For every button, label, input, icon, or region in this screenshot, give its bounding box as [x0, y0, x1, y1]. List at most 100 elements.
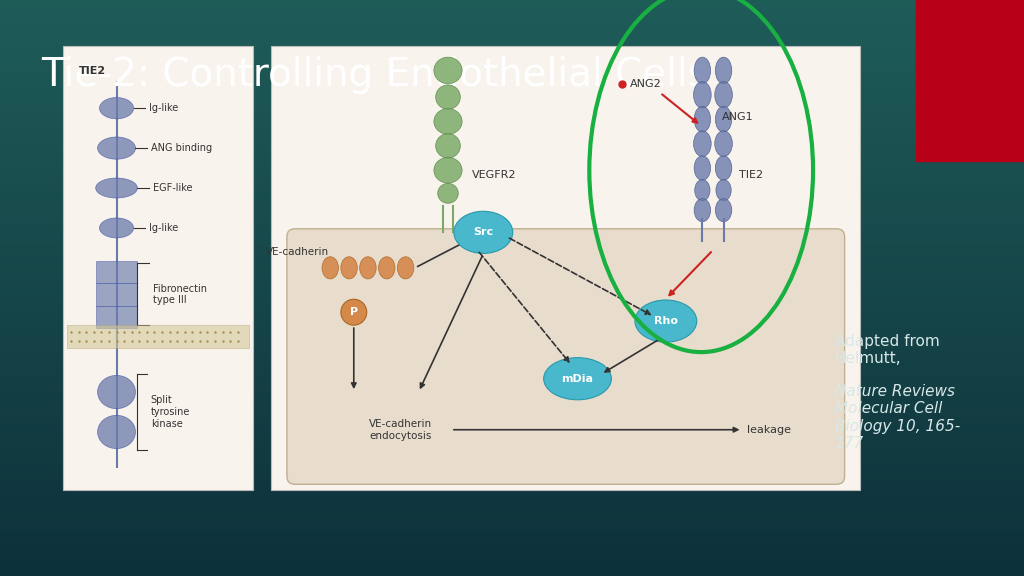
Bar	[0, 101, 1024, 104]
Bar	[0, 153, 1024, 156]
Bar	[0, 311, 1024, 314]
Bar	[0, 300, 1024, 302]
Text: Src: Src	[473, 228, 494, 237]
Text: Split
tyrosine
kinase: Split tyrosine kinase	[151, 395, 190, 429]
Bar	[0, 340, 1024, 343]
Bar	[0, 265, 1024, 268]
Bar	[0, 98, 1024, 101]
Ellipse shape	[694, 156, 711, 180]
Bar	[0, 170, 1024, 173]
Text: VE-cadherin: VE-cadherin	[265, 247, 329, 257]
Bar	[0, 259, 1024, 262]
Ellipse shape	[694, 199, 711, 222]
Bar	[0, 562, 1024, 564]
Bar	[0, 383, 1024, 386]
Ellipse shape	[716, 57, 732, 84]
Ellipse shape	[95, 178, 137, 198]
Bar	[0, 541, 1024, 544]
Bar	[0, 176, 1024, 179]
Bar	[0, 539, 1024, 541]
Ellipse shape	[434, 157, 462, 183]
Bar	[0, 415, 1024, 418]
Bar	[0, 536, 1024, 539]
Bar	[0, 147, 1024, 150]
Bar	[0, 403, 1024, 406]
Text: Adapted from
Helmutt,: Adapted from Helmutt,	[835, 334, 939, 366]
Text: Fibronectin
type III: Fibronectin type III	[153, 283, 207, 305]
Bar	[0, 556, 1024, 559]
Bar	[0, 17, 1024, 20]
Bar	[0, 0, 1024, 3]
Bar	[0, 527, 1024, 530]
Bar	[0, 121, 1024, 124]
Bar	[0, 323, 1024, 325]
Bar	[0, 294, 1024, 297]
Bar	[0, 196, 1024, 199]
Bar	[0, 302, 1024, 305]
Bar	[0, 320, 1024, 323]
Bar	[0, 564, 1024, 567]
Bar	[0, 95, 1024, 98]
Bar	[0, 276, 1024, 279]
Bar	[0, 446, 1024, 449]
Bar	[0, 173, 1024, 176]
Bar	[0, 452, 1024, 455]
Bar	[0, 432, 1024, 435]
Bar	[0, 438, 1024, 441]
Bar	[0, 66, 1024, 69]
Bar	[0, 504, 1024, 507]
Bar	[0, 144, 1024, 147]
Text: Ig-like: Ig-like	[148, 223, 178, 233]
Ellipse shape	[434, 57, 462, 84]
Ellipse shape	[397, 257, 414, 279]
Bar	[0, 199, 1024, 202]
Bar	[0, 63, 1024, 66]
Bar	[0, 567, 1024, 570]
FancyBboxPatch shape	[287, 229, 845, 484]
Bar	[0, 245, 1024, 248]
Bar	[63, 46, 253, 490]
Bar	[0, 216, 1024, 219]
Text: mDia: mDia	[561, 374, 594, 384]
Text: Tie-2: Controlling Endothelial Cells: Tie-2: Controlling Endothelial Cells	[41, 56, 708, 94]
Bar	[0, 533, 1024, 536]
Bar	[0, 400, 1024, 403]
Bar	[0, 271, 1024, 274]
Bar	[0, 550, 1024, 553]
Ellipse shape	[99, 218, 133, 238]
Bar	[0, 40, 1024, 43]
Bar	[0, 418, 1024, 420]
Bar	[0, 475, 1024, 478]
Bar	[0, 516, 1024, 518]
Bar	[0, 9, 1024, 12]
Bar	[0, 222, 1024, 225]
Bar	[95, 283, 137, 305]
Bar	[0, 112, 1024, 115]
Bar	[0, 484, 1024, 487]
Bar	[0, 426, 1024, 429]
Ellipse shape	[435, 134, 461, 158]
Bar	[0, 435, 1024, 438]
Bar	[0, 262, 1024, 265]
Bar	[95, 305, 137, 328]
Bar	[0, 138, 1024, 141]
Ellipse shape	[544, 358, 611, 400]
Text: leakage: leakage	[748, 425, 792, 435]
Bar	[0, 455, 1024, 458]
Text: Rho: Rho	[654, 316, 678, 326]
Bar	[95, 261, 137, 283]
Bar	[0, 487, 1024, 490]
Bar	[0, 207, 1024, 210]
Bar	[0, 285, 1024, 288]
Bar	[0, 334, 1024, 337]
Bar	[0, 115, 1024, 118]
Bar	[0, 49, 1024, 52]
Bar	[0, 510, 1024, 513]
Bar	[0, 14, 1024, 17]
Bar	[0, 389, 1024, 392]
Bar	[0, 187, 1024, 190]
Bar	[0, 282, 1024, 285]
Bar	[0, 360, 1024, 363]
Ellipse shape	[715, 131, 732, 157]
Ellipse shape	[97, 137, 135, 159]
